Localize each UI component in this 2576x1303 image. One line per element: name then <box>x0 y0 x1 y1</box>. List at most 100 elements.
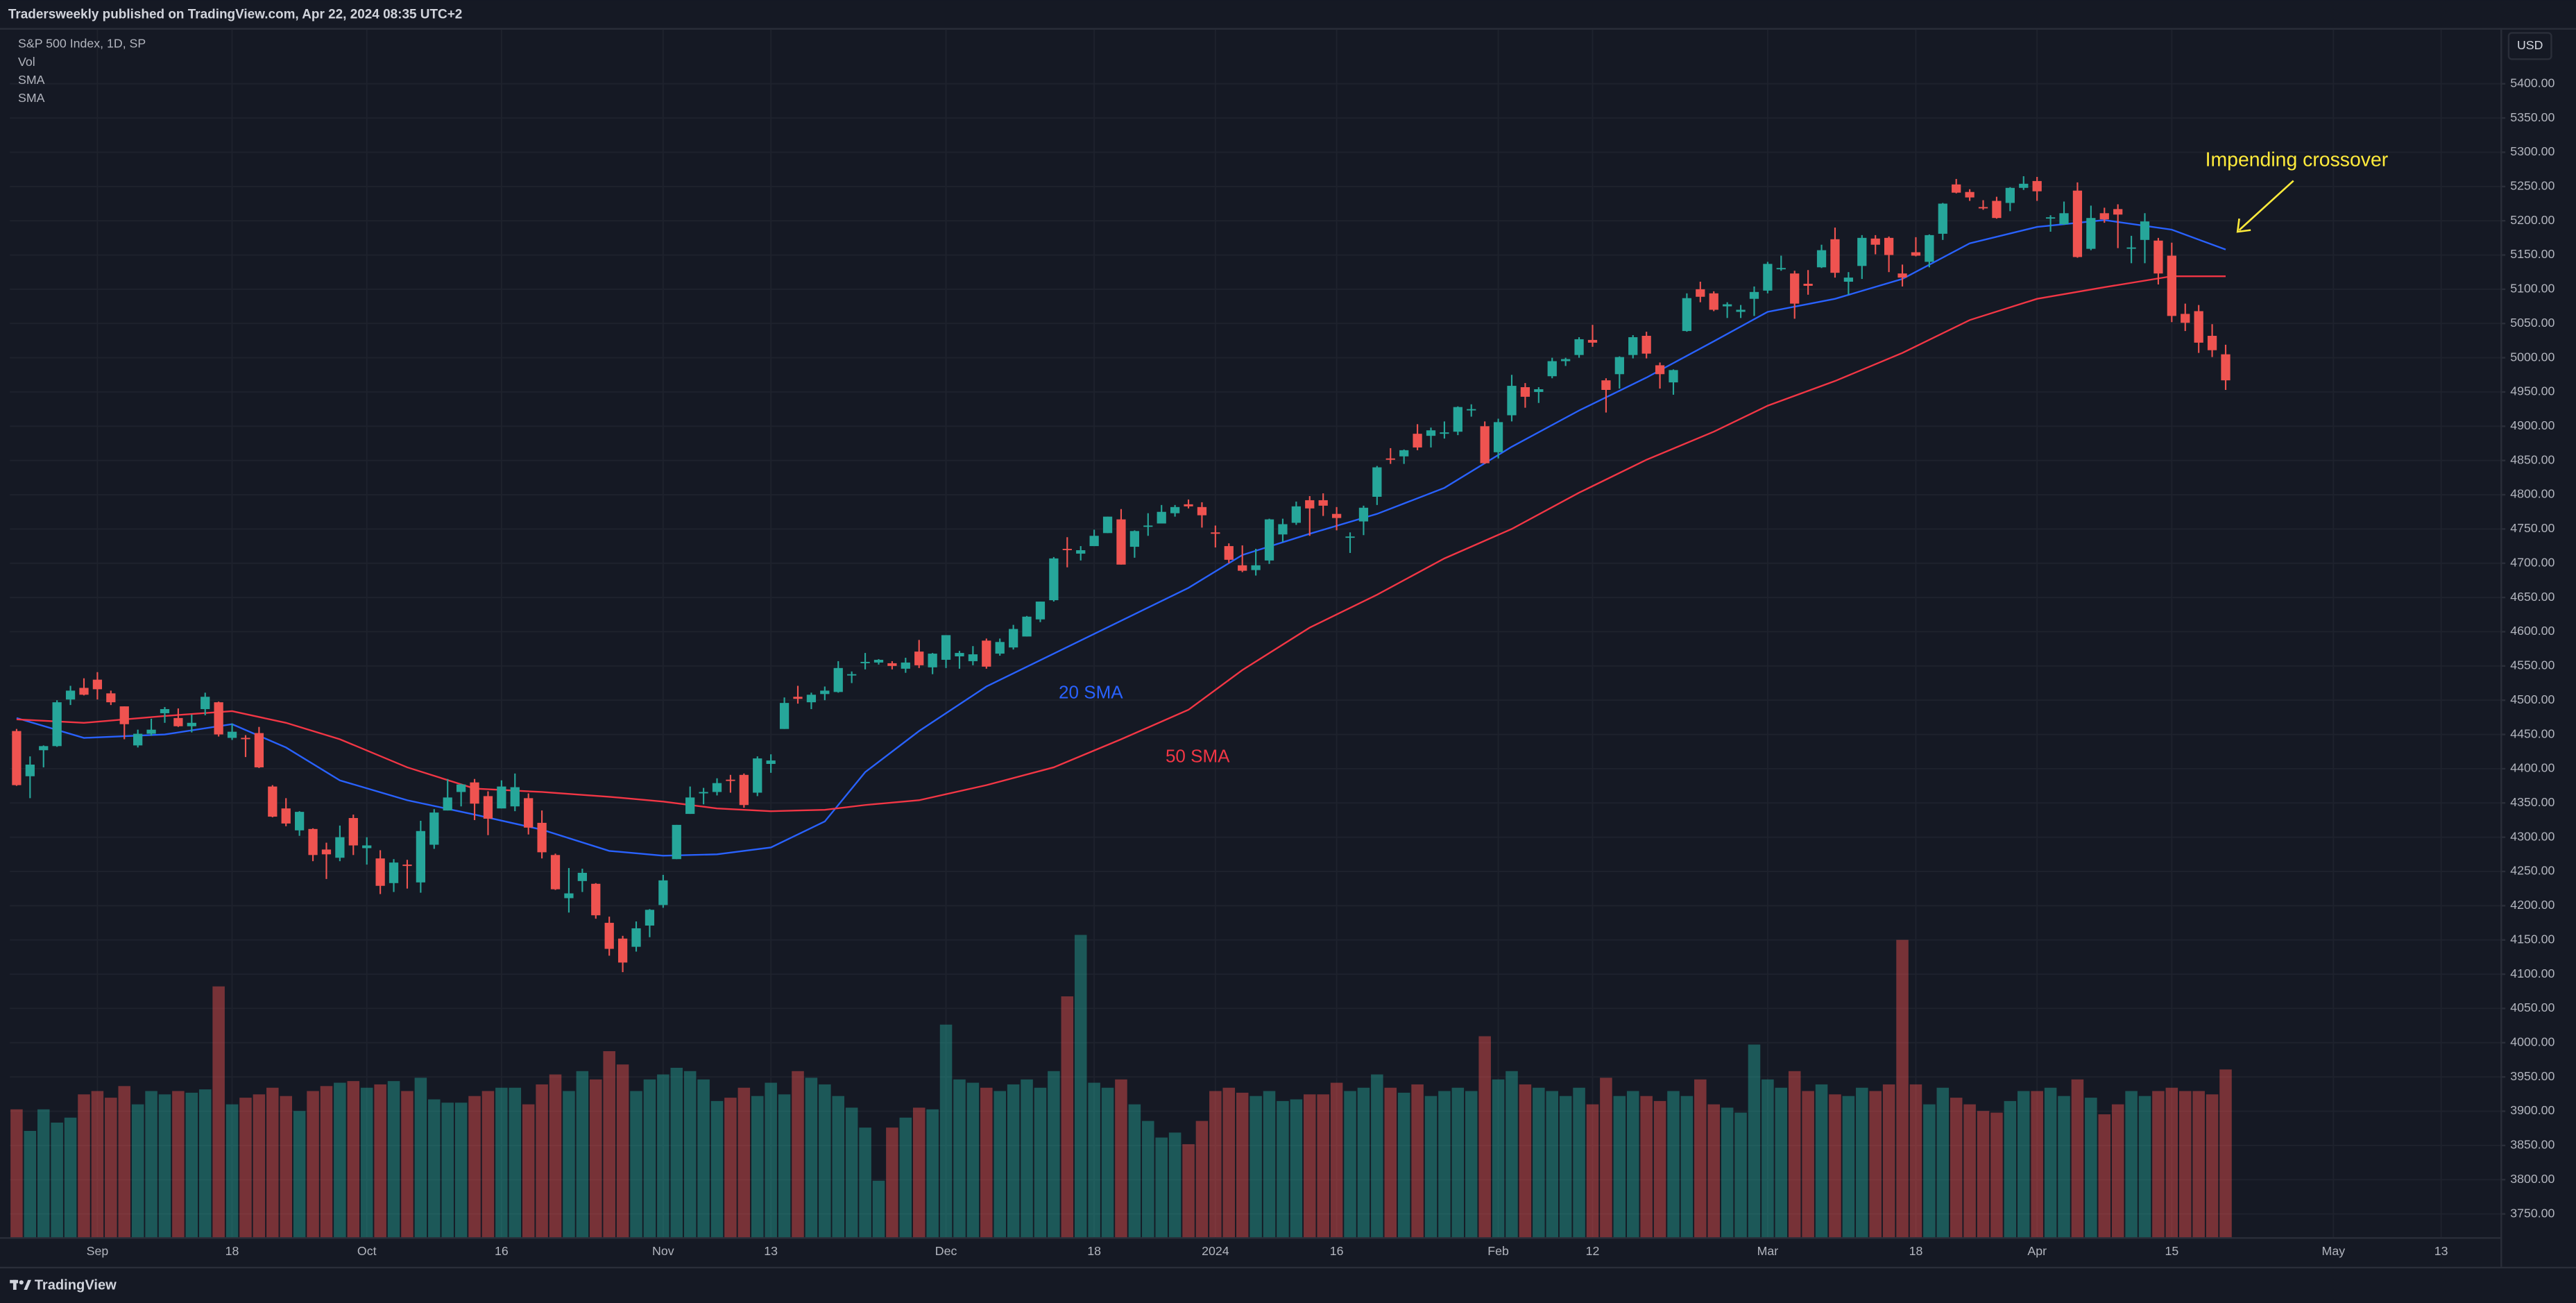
volume-bar <box>1882 1084 1895 1238</box>
volume-bar <box>953 1079 966 1238</box>
y-tick-label: 4450.00 <box>2510 726 2554 740</box>
volume-bar <box>549 1074 562 1238</box>
candle-body <box>726 779 735 781</box>
candle-body <box>820 690 830 695</box>
volume-bar <box>1788 1071 1801 1238</box>
candle-body <box>1736 309 1746 312</box>
candle-body <box>1696 289 1705 297</box>
candle-body <box>1399 450 1409 457</box>
candle-body <box>201 697 210 710</box>
x-tick-label: Sep <box>87 1244 109 1258</box>
currency[interactable]: USD <box>2517 38 2543 52</box>
volume-bar <box>657 1074 669 1238</box>
volume-bar <box>1505 1071 1518 1238</box>
volume-bar <box>1317 1094 1329 1238</box>
candle-body <box>173 717 183 726</box>
volume-bar <box>616 1064 629 1238</box>
volume-bar <box>724 1098 737 1238</box>
candle-body <box>402 865 412 867</box>
volume-bar <box>926 1109 939 1238</box>
y-tick-label: 4950.00 <box>2510 384 2554 398</box>
candle-body <box>1211 532 1220 534</box>
candle-body <box>2167 255 2176 316</box>
candle-body <box>2153 240 2163 274</box>
legend-item: Vol <box>18 55 35 69</box>
volume-bar <box>414 1078 427 1238</box>
candle-body <box>119 706 129 724</box>
volume-bar <box>778 1094 791 1238</box>
candle-body <box>537 822 547 853</box>
candle-body <box>1790 273 1800 304</box>
volume-bar <box>1680 1096 1694 1238</box>
x-tick-label: 16 <box>1330 1244 1344 1258</box>
x-tick-label: 18 <box>225 1244 239 1258</box>
candle-body <box>1467 409 1476 411</box>
volume-bar <box>293 1111 306 1238</box>
volume-pane <box>10 935 2232 1238</box>
volume-bar <box>1088 1082 1100 1238</box>
candle-body <box>1116 519 1126 565</box>
volume-bar <box>590 1079 602 1238</box>
candle-body <box>1480 426 1490 463</box>
candle-body <box>1035 602 1046 620</box>
candles <box>12 176 2230 973</box>
candle-body <box>2045 217 2056 219</box>
candle-body <box>362 845 372 849</box>
candle-body <box>766 760 776 765</box>
candle-body <box>429 812 439 845</box>
candle-body <box>1278 524 1288 535</box>
volume-bar <box>2192 1091 2205 1238</box>
candle-body <box>1022 616 1032 637</box>
currency-box[interactable] <box>2507 32 2552 60</box>
legend-item: SMA <box>18 91 45 105</box>
candle-body <box>672 824 681 860</box>
candle-body <box>1763 264 1773 291</box>
candle-body <box>1129 531 1140 547</box>
x-tick-label: 15 <box>2165 1244 2178 1258</box>
candle-body <box>268 786 278 817</box>
candle-body <box>65 690 76 700</box>
candle-body <box>2221 354 2230 381</box>
volume-bar <box>603 1051 615 1238</box>
x-tick-label: Mar <box>1757 1244 1779 1258</box>
y-tick-label: 3850.00 <box>2510 1138 2554 1152</box>
volume-bar <box>522 1104 535 1238</box>
candle-body <box>39 746 49 751</box>
volume-bar <box>1559 1096 1572 1238</box>
y-tick-label: 4300.00 <box>2510 829 2554 843</box>
volume-bar <box>670 1067 683 1238</box>
y-tick-label: 3950.00 <box>2510 1069 2554 1083</box>
volume-bar <box>1829 1094 1841 1238</box>
volume-bar <box>2058 1096 2070 1238</box>
candle-body <box>1534 389 1544 392</box>
volume-bar <box>1384 1087 1397 1238</box>
y-tick-label: 4700.00 <box>2510 555 2554 569</box>
volume-bar <box>1519 1084 1532 1238</box>
volume-bar <box>1142 1121 1154 1238</box>
x-tick-label: 13 <box>2434 1244 2448 1258</box>
candle-body <box>1843 278 1854 282</box>
volume-bar <box>1182 1144 1195 1238</box>
volume-bar <box>1721 1107 1734 1238</box>
axes: 3750.00 3800.00 3850.00 3900.00 3950.00 4000.… <box>87 76 2555 1258</box>
candle-body <box>295 812 305 831</box>
candle-body <box>1009 629 1018 648</box>
volume-bar <box>1990 1112 2003 1238</box>
grid <box>10 29 2501 1238</box>
candle-body <box>1331 513 1342 518</box>
volume-bar <box>495 1087 508 1238</box>
candle-body <box>1749 291 1759 299</box>
candle-body <box>146 729 156 734</box>
candle-body <box>456 784 466 792</box>
volume-bar <box>131 1104 144 1238</box>
volume-bar <box>1869 1091 1882 1238</box>
volume-bar <box>819 1084 831 1238</box>
volume-bar <box>2165 1087 2178 1238</box>
candle-body <box>483 796 493 819</box>
candle-body <box>1857 237 1867 266</box>
volume-bar <box>993 1091 1006 1238</box>
candle-body <box>645 910 655 926</box>
x-tick-label: 12 <box>1586 1244 1600 1258</box>
